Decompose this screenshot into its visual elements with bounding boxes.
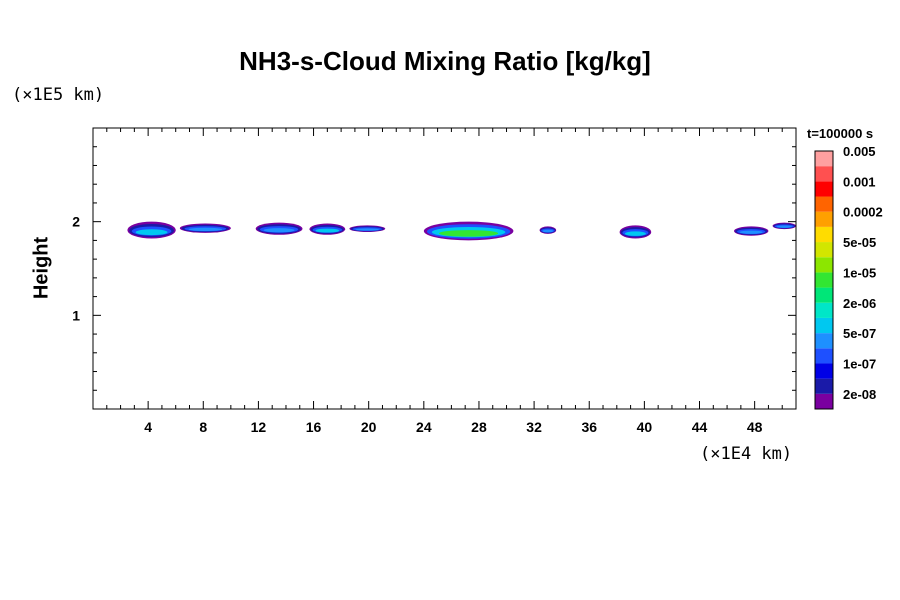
colorbar-swatch <box>815 317 833 334</box>
colorbar-swatch <box>815 363 833 379</box>
colorbar-label: 5e-07 <box>843 326 876 341</box>
x-tick-label: 44 <box>692 419 708 435</box>
x-tick-label: 48 <box>747 419 763 435</box>
cloud-feature-core <box>624 231 646 236</box>
colorbar-frame <box>814 150 834 410</box>
colorbar-swatch <box>815 242 833 258</box>
chart-title: NH3-s-Cloud Mixing Ratio [kg/kg] <box>239 46 651 76</box>
colorbar-swatch <box>815 196 833 212</box>
colorbar-label: 1e-07 <box>843 356 876 371</box>
x-tick-label: 4 <box>144 419 152 435</box>
colorbar-swatch <box>815 166 833 182</box>
colorbar-label: 2e-08 <box>843 387 876 402</box>
cloud-feature-core <box>776 225 793 228</box>
colorbar-label: 2e-06 <box>843 296 876 311</box>
x-tick-label: 28 <box>471 419 487 435</box>
cloud-feature-core <box>263 228 295 233</box>
x-tick-label: 20 <box>361 419 377 435</box>
colorbar: 2e-08 1e-07 5e-07 2e-06 1e-05 5e-05 0.0002 0.00… <box>814 144 883 410</box>
colorbar-label: 0.005 <box>843 144 876 159</box>
colorbar-swatch <box>815 211 833 227</box>
y-tick-label: 1 <box>72 307 80 323</box>
cloud-feature-core <box>439 230 499 237</box>
colorbar-swatch <box>815 348 833 364</box>
colorbar-swatch <box>815 226 833 243</box>
y-tick-label: 2 <box>72 214 80 230</box>
cloud-feature-core <box>188 227 223 232</box>
colorbar-label: 0.0002 <box>843 205 883 220</box>
x-tick-label: 16 <box>306 419 322 435</box>
x-tick-label: 36 <box>581 419 597 435</box>
x-tick-label: 32 <box>526 419 542 435</box>
x-tick-label: 24 <box>416 419 432 435</box>
cloud-layer <box>127 221 796 241</box>
colorbar-label: 1e-05 <box>843 265 876 280</box>
y-axis-unit: (×1E5 km) <box>12 85 105 105</box>
time-label: t=100000 s <box>807 126 874 141</box>
colorbar-swatch <box>815 151 833 167</box>
cloud-feature-core <box>739 230 763 234</box>
colorbar-swatch <box>815 393 833 409</box>
colorbar-swatch <box>815 333 833 349</box>
colorbar-swatch <box>815 257 833 273</box>
colorbar-swatch <box>815 181 833 197</box>
colorbar-label: 5e-05 <box>843 235 876 250</box>
colorbar-swatch <box>815 272 833 288</box>
x-tick-label: 8 <box>199 419 207 435</box>
colorbar-swatch <box>815 302 833 318</box>
cloud-feature-core <box>135 229 168 236</box>
cloud-feature-core <box>542 229 554 233</box>
colorbar-swatch <box>815 378 833 394</box>
x-tick-label: 40 <box>637 419 653 435</box>
cloud-feature-core <box>315 228 340 233</box>
colorbar-label: 0.001 <box>843 174 876 189</box>
x-axis-unit: (×1E4 km) <box>700 444 793 464</box>
plot-frame <box>92 127 797 410</box>
cloud-feature-core <box>355 228 380 231</box>
colorbar-swatch <box>815 287 833 303</box>
x-tick-label: 12 <box>251 419 267 435</box>
